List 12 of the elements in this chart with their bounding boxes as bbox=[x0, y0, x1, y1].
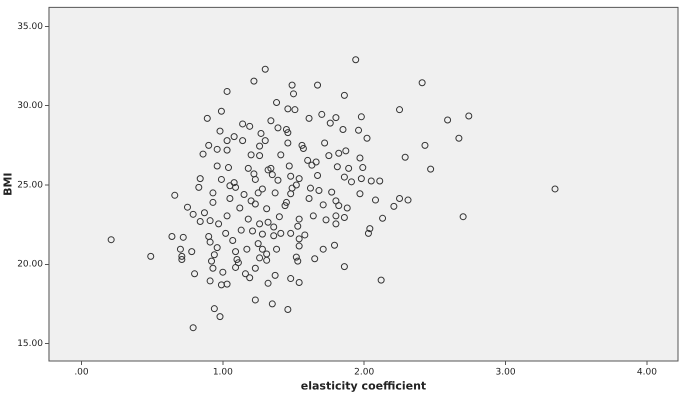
x-axis-title: elasticity coefficient bbox=[300, 379, 426, 392]
x-tick-label: 2.00 bbox=[354, 368, 374, 378]
x-tick-label: 3.00 bbox=[496, 368, 516, 378]
y-tick-label: 20.00 bbox=[17, 260, 44, 270]
y-axis-title: BMI bbox=[1, 172, 14, 196]
x-tick-label: 1.00 bbox=[212, 368, 234, 378]
y-tick-label: 35.00 bbox=[17, 22, 44, 32]
y-tick-label: 30.00 bbox=[17, 101, 44, 112]
x-tick-label: 4.00 bbox=[636, 368, 658, 378]
x-tick-label: .00 bbox=[74, 368, 89, 378]
y-tick-label: 15.00 bbox=[17, 338, 44, 349]
y-tick-label: 25.00 bbox=[17, 180, 44, 190]
